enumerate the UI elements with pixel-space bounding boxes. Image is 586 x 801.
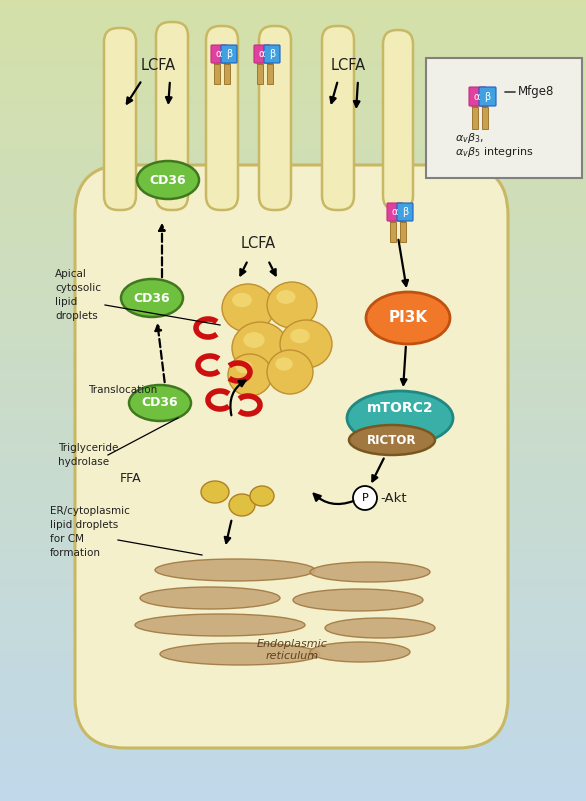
Polygon shape <box>472 96 478 107</box>
Text: P: P <box>362 493 369 503</box>
Bar <box>400 222 406 242</box>
FancyBboxPatch shape <box>387 203 403 221</box>
Text: CD36: CD36 <box>149 174 186 187</box>
Ellipse shape <box>277 290 295 304</box>
Text: LCFA: LCFA <box>141 58 176 73</box>
Bar <box>482 107 488 129</box>
Bar <box>390 222 396 242</box>
FancyBboxPatch shape <box>211 45 227 63</box>
Text: RICTOR: RICTOR <box>367 433 417 446</box>
Polygon shape <box>214 54 220 64</box>
Text: LCFA: LCFA <box>240 236 275 252</box>
Ellipse shape <box>135 614 305 636</box>
Ellipse shape <box>137 161 199 199</box>
Ellipse shape <box>290 328 310 343</box>
Text: Endoplasmic
reticulum: Endoplasmic reticulum <box>257 639 328 661</box>
FancyBboxPatch shape <box>206 26 238 210</box>
Ellipse shape <box>228 354 272 396</box>
Ellipse shape <box>310 642 410 662</box>
FancyBboxPatch shape <box>104 28 136 210</box>
Ellipse shape <box>267 282 317 328</box>
FancyBboxPatch shape <box>426 58 582 178</box>
Text: α: α <box>216 49 222 59</box>
Ellipse shape <box>201 481 229 503</box>
Text: Triglyceride
hydrolase: Triglyceride hydrolase <box>58 443 118 467</box>
Ellipse shape <box>325 618 435 638</box>
FancyBboxPatch shape <box>322 26 354 210</box>
FancyBboxPatch shape <box>397 203 413 221</box>
Ellipse shape <box>280 320 332 368</box>
Ellipse shape <box>155 559 315 581</box>
Ellipse shape <box>293 589 423 611</box>
Text: β: β <box>269 49 275 59</box>
Text: -Akt: -Akt <box>380 492 407 505</box>
Ellipse shape <box>232 322 288 374</box>
Text: ER/cytoplasmic
lipid droplets
for CM
formation: ER/cytoplasmic lipid droplets for CM for… <box>50 506 130 558</box>
Text: α: α <box>474 92 480 102</box>
FancyBboxPatch shape <box>383 30 413 210</box>
Ellipse shape <box>160 643 320 665</box>
Ellipse shape <box>347 391 453 445</box>
Bar <box>257 64 263 84</box>
Text: Translocation: Translocation <box>88 385 157 395</box>
Ellipse shape <box>243 332 265 348</box>
Polygon shape <box>267 54 273 64</box>
Text: $\alpha_v\beta_3$,: $\alpha_v\beta_3$, <box>455 131 484 145</box>
FancyBboxPatch shape <box>264 45 280 63</box>
Bar <box>472 107 478 129</box>
Text: LCFA: LCFA <box>331 58 366 73</box>
Polygon shape <box>400 212 406 222</box>
Ellipse shape <box>222 284 274 332</box>
Bar <box>224 64 230 84</box>
Bar <box>214 64 220 84</box>
FancyBboxPatch shape <box>479 87 496 106</box>
Text: Apical
cytosolic
lipid
droplets: Apical cytosolic lipid droplets <box>55 269 101 321</box>
FancyBboxPatch shape <box>156 22 188 210</box>
FancyBboxPatch shape <box>75 165 508 748</box>
FancyBboxPatch shape <box>254 45 270 63</box>
Ellipse shape <box>236 360 253 373</box>
Ellipse shape <box>267 350 313 394</box>
Text: α: α <box>392 207 398 217</box>
Text: α: α <box>259 49 265 59</box>
Polygon shape <box>257 54 263 64</box>
Ellipse shape <box>310 562 430 582</box>
Polygon shape <box>482 96 488 107</box>
Text: mTORC2: mTORC2 <box>367 401 433 415</box>
Ellipse shape <box>366 292 450 344</box>
FancyBboxPatch shape <box>469 87 486 106</box>
Ellipse shape <box>129 385 191 421</box>
Ellipse shape <box>140 587 280 609</box>
Ellipse shape <box>349 425 435 455</box>
Ellipse shape <box>232 293 252 308</box>
Polygon shape <box>224 54 230 64</box>
Ellipse shape <box>250 486 274 506</box>
Circle shape <box>353 486 377 510</box>
Text: $\alpha_v\beta_5$ integrins: $\alpha_v\beta_5$ integrins <box>455 145 533 159</box>
Bar <box>267 64 273 84</box>
Text: PI3K: PI3K <box>389 311 428 325</box>
Text: CD36: CD36 <box>142 396 178 409</box>
FancyBboxPatch shape <box>221 45 237 63</box>
Ellipse shape <box>121 279 183 317</box>
Ellipse shape <box>275 357 293 371</box>
Polygon shape <box>390 212 396 222</box>
Text: CD36: CD36 <box>134 292 171 304</box>
Text: Mfge8: Mfge8 <box>518 86 554 99</box>
Text: FFA: FFA <box>120 472 142 485</box>
FancyBboxPatch shape <box>259 26 291 210</box>
Text: β: β <box>402 207 408 217</box>
Ellipse shape <box>229 494 255 516</box>
Text: β: β <box>484 92 490 102</box>
Text: β: β <box>226 49 232 59</box>
